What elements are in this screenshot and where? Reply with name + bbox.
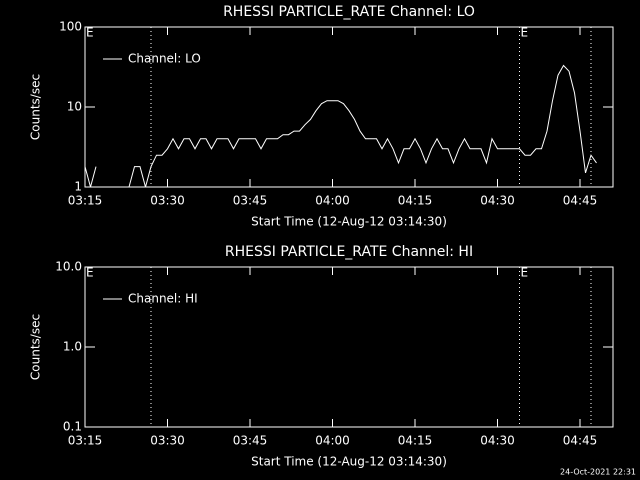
y-axis-label: Counts/sec xyxy=(29,314,43,380)
chart-title: RHESSI PARTICLE_RATE Channel: LO xyxy=(223,4,475,20)
y-tick-label: 1 xyxy=(74,180,82,194)
y-tick-label: 100 xyxy=(59,20,82,34)
x-tick-label: 03:15 xyxy=(68,194,103,208)
chart-title: RHESSI PARTICLE_RATE Channel: HI xyxy=(225,244,473,260)
event-label: E xyxy=(86,26,94,40)
x-tick-label: 03:45 xyxy=(233,434,268,448)
x-tick-label: 04:15 xyxy=(398,194,433,208)
x-tick-label: 04:30 xyxy=(480,194,515,208)
x-tick-label: 04:30 xyxy=(480,434,515,448)
x-tick-label: 04:45 xyxy=(563,434,598,448)
y-tick-label: 1.0 xyxy=(63,340,82,354)
x-tick-label: 03:30 xyxy=(150,434,185,448)
timestamp: 24-Oct-2021 22:31 xyxy=(560,468,636,477)
x-tick-label: 03:30 xyxy=(150,194,185,208)
event-label: E xyxy=(86,266,94,280)
event-label: E xyxy=(521,266,529,280)
y-tick-label: 10.0 xyxy=(55,260,82,274)
y-tick-label: 0.1 xyxy=(63,420,82,434)
event-label: E xyxy=(521,26,529,40)
x-tick-label: 03:45 xyxy=(233,194,268,208)
x-tick-label: 04:00 xyxy=(315,194,350,208)
legend-label: Channel: LO xyxy=(128,52,201,66)
x-tick-label: 03:15 xyxy=(68,434,103,448)
x-tick-label: 04:00 xyxy=(315,434,350,448)
x-tick-label: 04:15 xyxy=(398,434,433,448)
legend-label: Channel: HI xyxy=(128,292,198,306)
x-axis-label: Start Time (12-Aug-12 03:14:30) xyxy=(251,215,447,229)
y-axis-label: Counts/sec xyxy=(29,74,43,140)
x-axis-label: Start Time (12-Aug-12 03:14:30) xyxy=(251,455,447,469)
x-tick-label: 04:45 xyxy=(563,194,598,208)
data-line xyxy=(85,64,597,187)
y-tick-label: 10 xyxy=(67,100,82,114)
